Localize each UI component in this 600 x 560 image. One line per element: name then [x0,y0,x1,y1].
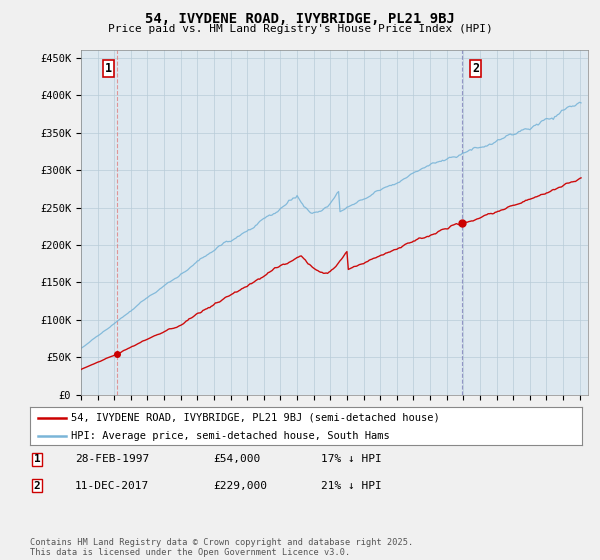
Text: 1: 1 [34,454,41,464]
Text: 28-FEB-1997: 28-FEB-1997 [75,454,149,464]
Text: 11-DEC-2017: 11-DEC-2017 [75,480,149,491]
Text: 2: 2 [34,480,41,491]
Text: 17% ↓ HPI: 17% ↓ HPI [321,454,382,464]
Text: Price paid vs. HM Land Registry's House Price Index (HPI): Price paid vs. HM Land Registry's House … [107,24,493,34]
Text: £54,000: £54,000 [213,454,260,464]
Text: 54, IVYDENE ROAD, IVYBRIDGE, PL21 9BJ (semi-detached house): 54, IVYDENE ROAD, IVYBRIDGE, PL21 9BJ (s… [71,413,440,423]
Text: 54, IVYDENE ROAD, IVYBRIDGE, PL21 9BJ: 54, IVYDENE ROAD, IVYBRIDGE, PL21 9BJ [145,12,455,26]
Text: £229,000: £229,000 [213,480,267,491]
Text: 1: 1 [105,62,112,75]
Text: Contains HM Land Registry data © Crown copyright and database right 2025.
This d: Contains HM Land Registry data © Crown c… [30,538,413,557]
Text: 2: 2 [472,62,479,75]
Text: 21% ↓ HPI: 21% ↓ HPI [321,480,382,491]
Text: HPI: Average price, semi-detached house, South Hams: HPI: Average price, semi-detached house,… [71,431,390,441]
